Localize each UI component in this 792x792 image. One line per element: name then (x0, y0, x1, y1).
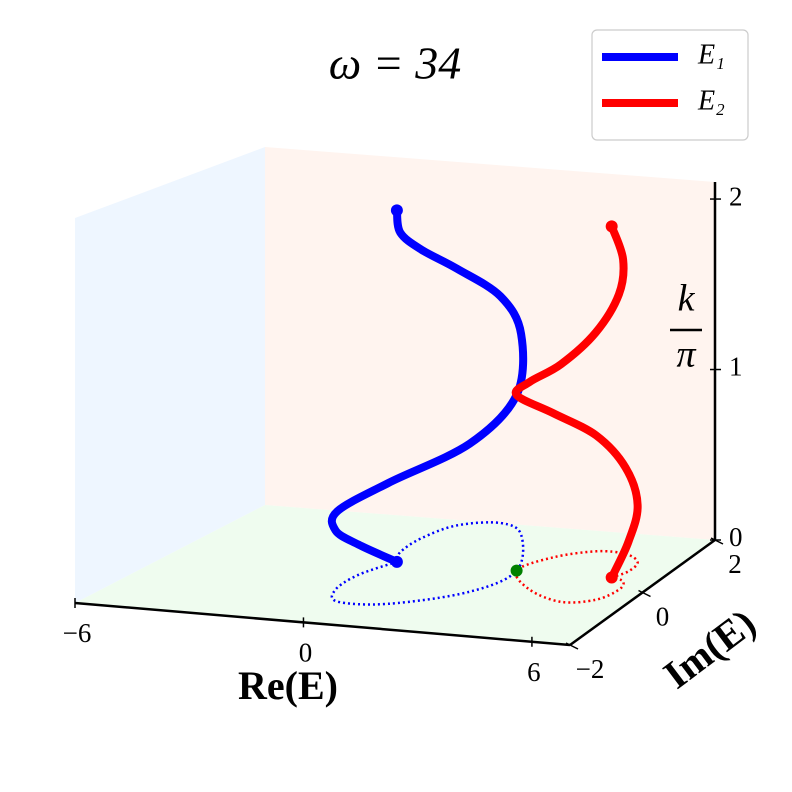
x-tick-label: 0 (299, 638, 313, 668)
floor-projection (514, 549, 639, 604)
pane-back (265, 147, 715, 540)
chart-title: ω = 34 (329, 38, 462, 89)
z-tick-label: 2 (729, 181, 743, 211)
z-axis-label-denominator: π (676, 334, 696, 376)
curve (511, 222, 642, 582)
y-axis-label: Im(E) (655, 600, 764, 697)
x-tick-label: 6 (527, 657, 541, 687)
x-tick-label: −6 (63, 618, 92, 648)
legend-label: E₂ (697, 85, 725, 116)
exceptional-point (510, 564, 523, 577)
z-tick-label: 1 (729, 352, 743, 382)
curve-end-marker (605, 571, 618, 584)
y-tick-label: −2 (576, 654, 605, 684)
plot-area (327, 204, 642, 606)
legend-label: E₁ (697, 39, 725, 70)
pane-floor (75, 505, 715, 645)
y-tick (710, 537, 724, 545)
x-axis-line (74, 601, 571, 647)
z-axis-label-numerator: k (678, 278, 696, 320)
x-axis-label: Re(E) (238, 663, 338, 708)
y-tick (565, 642, 579, 650)
y-tick-label: 2 (728, 549, 742, 579)
y-tick (638, 589, 651, 598)
legend: E₁ E₂ (591, 29, 749, 141)
pane-left (75, 147, 265, 603)
y-tick-label: 0 (656, 602, 670, 632)
curve-end-marker (390, 204, 403, 217)
curve-end-marker (605, 220, 618, 233)
curve-end-marker (390, 555, 403, 568)
z-tick-label: 0 (729, 522, 743, 552)
